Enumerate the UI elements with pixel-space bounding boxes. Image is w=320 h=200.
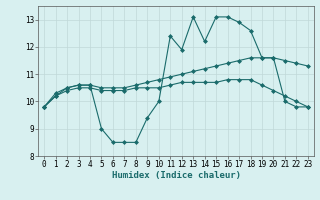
X-axis label: Humidex (Indice chaleur): Humidex (Indice chaleur)	[111, 171, 241, 180]
